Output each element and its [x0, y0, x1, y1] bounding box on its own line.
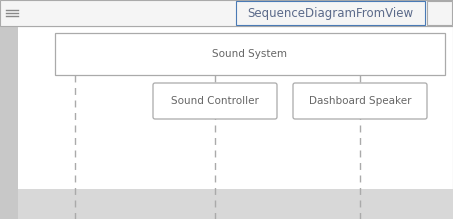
Bar: [0, 26, 453, 219]
FancyBboxPatch shape: [293, 83, 427, 119]
Bar: [236, 1, 425, 25]
Bar: [18, 189, 453, 219]
Text: Sound System: Sound System: [212, 49, 288, 59]
FancyBboxPatch shape: [153, 83, 277, 119]
Text: Sound Controller: Sound Controller: [171, 96, 259, 106]
Text: SequenceDiagramFromView: SequenceDiagramFromView: [247, 7, 413, 19]
Bar: [0, 0, 453, 26]
Bar: [0, 26, 18, 219]
Bar: [55, 33, 445, 75]
Text: Dashboard Speaker: Dashboard Speaker: [309, 96, 411, 106]
Bar: [427, 1, 452, 25]
